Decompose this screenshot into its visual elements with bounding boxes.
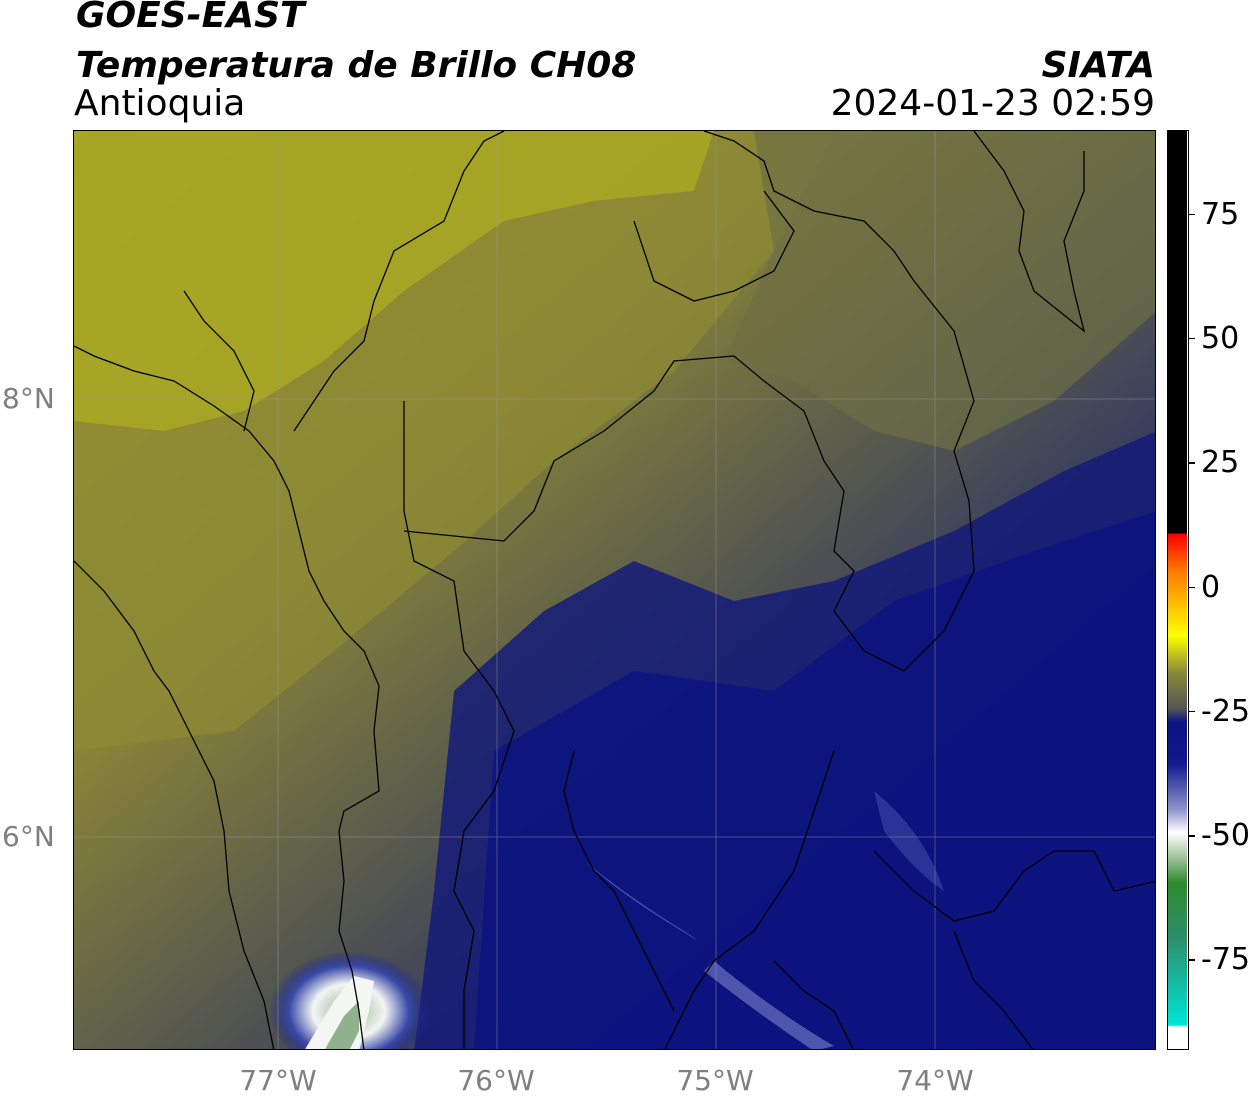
lat-label-6n: 6°N bbox=[2, 820, 55, 853]
datetime-label: 2024-01-23 02:59 bbox=[830, 83, 1155, 124]
graticule bbox=[74, 131, 1155, 1049]
lon-label-76w: 76°W bbox=[457, 1064, 535, 1097]
ne-region bbox=[724, 131, 1155, 451]
convective-core-inner bbox=[325, 1001, 359, 1049]
colorbar-tick: 0 bbox=[1188, 569, 1221, 605]
colorbar-tick-label: -50 bbox=[1201, 818, 1250, 854]
colorbar-tick-label: 75 bbox=[1201, 196, 1240, 232]
product-title: Temperatura de Brillo CH08 bbox=[76, 45, 637, 86]
cloud-streak bbox=[704, 961, 834, 1049]
lon-label-77w: 77°W bbox=[239, 1064, 317, 1097]
lat-label-8n: 8°N bbox=[2, 382, 55, 415]
satellite-title: GOES-EAST bbox=[76, 0, 305, 36]
cloud-streak bbox=[874, 791, 944, 891]
warm-region bbox=[74, 131, 714, 431]
colorbar-tick-label: -25 bbox=[1201, 693, 1250, 729]
colorbar-tick: -50 bbox=[1188, 820, 1250, 852]
colorbar-tick: 50 bbox=[1188, 320, 1240, 356]
colorbar-tick-label: 50 bbox=[1201, 320, 1240, 356]
lon-label-74w: 74°W bbox=[896, 1064, 974, 1097]
brightness-temperature-map[interactable] bbox=[73, 130, 1156, 1050]
colorbar-tick: 25 bbox=[1188, 447, 1239, 479]
colorbar-tick: -25 bbox=[1188, 693, 1250, 729]
olive-region bbox=[74, 131, 834, 751]
colorbar-tick-label: 0 bbox=[1201, 569, 1221, 605]
colorbar-tick: 75 bbox=[1188, 196, 1240, 232]
map-canvas bbox=[74, 131, 1155, 1049]
colorbar-tick: -75 bbox=[1188, 944, 1250, 976]
region-subtitle: Antioquia bbox=[74, 83, 246, 124]
colorbar-gradient bbox=[1168, 131, 1187, 1048]
colorbar-tick-label: -75 bbox=[1201, 942, 1250, 978]
boundaries bbox=[74, 131, 1155, 1049]
colorbar-tick-label: 25 bbox=[1201, 445, 1240, 481]
organization-label: SIATA bbox=[1041, 45, 1155, 86]
colorbar bbox=[1167, 130, 1189, 1050]
deep-cold-region bbox=[474, 511, 1155, 1049]
lon-label-75w: 75°W bbox=[676, 1064, 754, 1097]
